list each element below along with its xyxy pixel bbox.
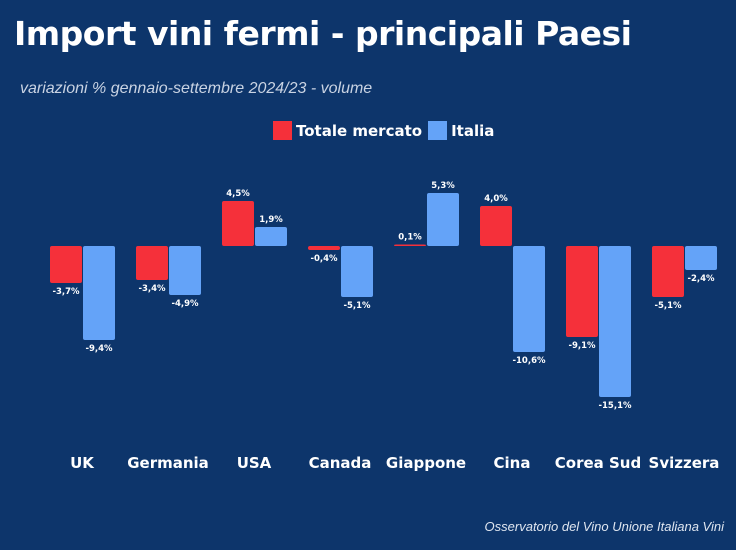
bar-cina-italia	[513, 246, 545, 352]
bar-corea-sud-italia	[599, 246, 631, 397]
legend-label: Totale mercato	[296, 121, 423, 140]
data-label: -4,9%	[171, 299, 199, 309]
data-label: -2,4%	[687, 274, 715, 284]
data-label: 5,3%	[431, 181, 455, 191]
bar-canada-italia	[341, 246, 373, 297]
legend-swatch-totale-mercato	[273, 121, 292, 140]
data-label: 4,5%	[226, 189, 250, 199]
bar-svizzera-totale-mercato	[652, 246, 684, 297]
category-label: Corea Sud	[555, 454, 641, 472]
bar-usa-totale-mercato	[222, 201, 254, 246]
data-label: -9,4%	[85, 344, 113, 354]
bar-giappone-italia	[427, 193, 459, 246]
data-label: -5,1%	[654, 301, 682, 311]
data-label: -15,1%	[598, 401, 631, 411]
legend: Totale mercato Italia	[273, 121, 500, 140]
data-label: -9,1%	[568, 341, 596, 351]
bar-cina-totale-mercato	[480, 206, 512, 246]
bar-usa-italia	[255, 227, 287, 246]
bar-germania-totale-mercato	[136, 246, 168, 280]
data-label: -3,7%	[52, 287, 80, 297]
legend-swatch-italia	[428, 121, 448, 140]
source-note: Osservatorio del Vino Unione Italiana Vi…	[484, 519, 724, 534]
chart-subtitle: variazioni % gennaio-settembre 2024/23 -…	[20, 80, 373, 97]
data-label: -10,6%	[512, 356, 545, 366]
bar-svizzera-italia	[685, 246, 717, 270]
category-label: Svizzera	[649, 454, 720, 472]
category-label: Germania	[127, 454, 209, 472]
category-label: Canada	[309, 454, 372, 472]
legend-item-italia: Italia	[428, 121, 494, 140]
legend-label: Italia	[451, 121, 495, 140]
legend-item-totale-mercato: Totale mercato	[273, 121, 422, 140]
category-label: USA	[237, 454, 272, 472]
bar-giappone-totale-mercato	[394, 244, 426, 246]
category-label: Cina	[494, 454, 531, 472]
category-label: Giappone	[386, 454, 466, 472]
data-label: 4,0%	[484, 194, 508, 204]
data-label: 0,1%	[398, 233, 422, 243]
bar-uk-italia	[83, 246, 115, 340]
bar-uk-totale-mercato	[50, 246, 82, 283]
chart-title: Import vini fermi - principali Paesi	[14, 14, 632, 53]
data-label: 1,9%	[259, 215, 283, 225]
data-label: -5,1%	[343, 301, 371, 311]
bar-germania-italia	[169, 246, 201, 295]
category-label: UK	[70, 454, 95, 472]
bar-corea-sud-totale-mercato	[566, 246, 598, 337]
data-label: -0,4%	[310, 254, 338, 264]
bar-canada-totale-mercato	[308, 246, 340, 250]
data-label: -3,4%	[138, 284, 166, 294]
